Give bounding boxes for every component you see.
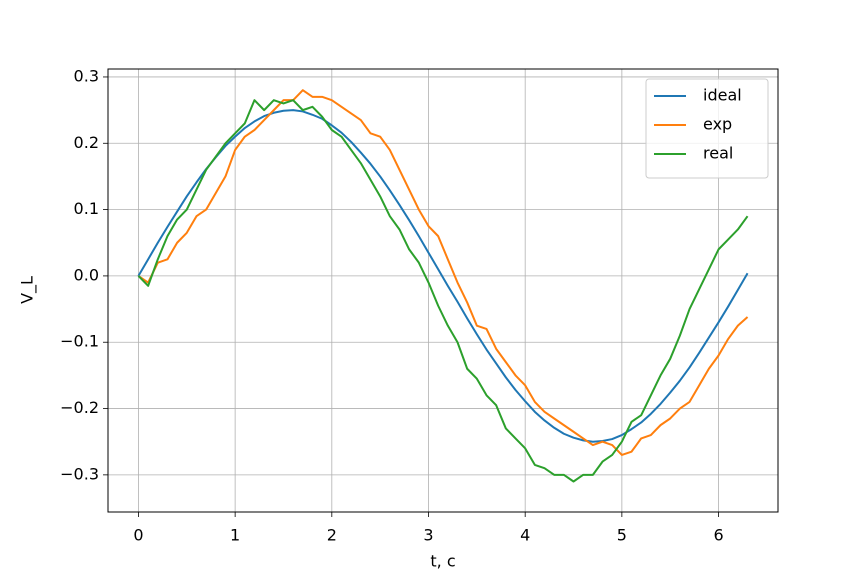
data-line — [137, 109, 749, 443]
x-tick-label: 5 — [617, 526, 627, 545]
data-line — [137, 89, 749, 456]
y-tick-label: −0.3 — [60, 464, 99, 483]
y-axis-label: V_L — [18, 276, 38, 304]
x-tick-label: 6 — [713, 526, 723, 545]
data-line — [137, 99, 749, 483]
y-tick-label: −0.2 — [60, 398, 99, 417]
y-tick-label: 0.3 — [74, 66, 99, 85]
y-tick-label: 0.1 — [74, 199, 99, 218]
legend-label: exp — [703, 115, 732, 134]
x-axis-label: t, c — [430, 552, 455, 571]
plot-frame — [107, 68, 779, 513]
legend-label: ideal — [703, 86, 742, 105]
y-tick-label: 0.0 — [74, 265, 99, 284]
x-tick-label: 1 — [230, 526, 240, 545]
y-tick-label: −0.1 — [60, 332, 99, 351]
x-tick-label: 2 — [327, 526, 337, 545]
x-tick-label: 3 — [423, 526, 433, 545]
x-tick-label: 4 — [520, 526, 530, 545]
x-tick-label: 0 — [133, 526, 143, 545]
legend-label: real — [703, 144, 733, 163]
y-tick-label: 0.2 — [74, 133, 99, 152]
